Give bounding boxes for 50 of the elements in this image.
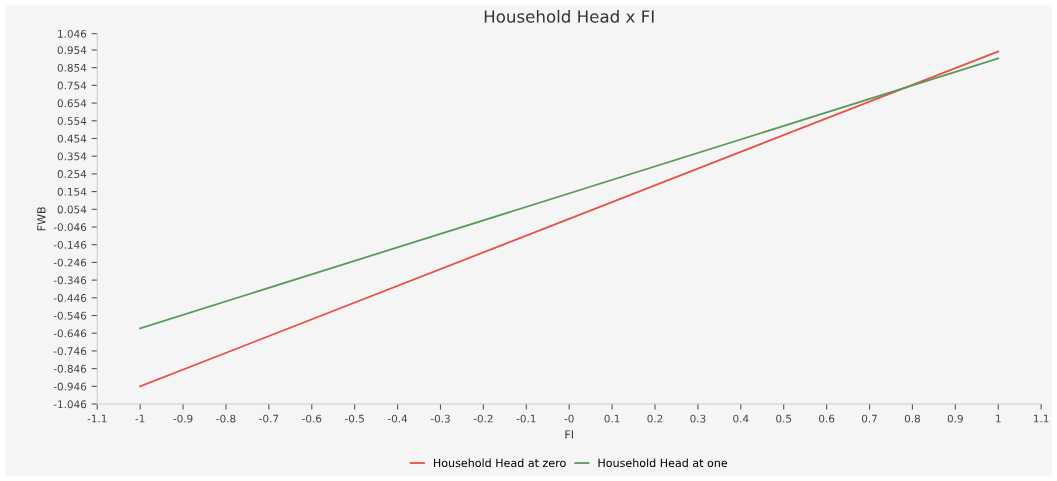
x-tick-label: -0.6 — [302, 414, 322, 423]
x-tick-label: 0.5 — [776, 414, 792, 423]
x-tick-label: 0.6 — [819, 414, 835, 423]
x-tick-label: -0.5 — [345, 414, 364, 423]
y-tick-label: -0.246 — [53, 258, 87, 267]
legend-label: Household Head at one — [598, 458, 728, 468]
y-tick-label: -0.746 — [53, 347, 87, 356]
x-axis-title: FI — [565, 430, 573, 439]
x-tick-label: -0.3 — [430, 414, 450, 423]
y-tick-label: -1.046 — [53, 400, 87, 409]
y-tick-label: -0.046 — [53, 223, 87, 232]
y-tick-label: 0.554 — [57, 117, 87, 125]
x-tick-label: -0.9 — [173, 414, 193, 423]
x-tick-label: -1.1 — [87, 414, 107, 423]
x-tick-label: -0.2 — [473, 414, 493, 423]
x-tick-label: 0.4 — [733, 414, 749, 423]
x-tick-label: 0.3 — [690, 414, 706, 423]
x-tick-label: -0 — [564, 414, 574, 423]
x-tick-label: 0.8 — [904, 414, 920, 423]
y-tick-label: 0.254 — [57, 170, 87, 178]
x-tick-label: 0.1 — [604, 414, 620, 423]
y-tick-label: -0.446 — [53, 294, 87, 302]
y-tick-label: 0.054 — [57, 205, 87, 214]
x-tick-label: 1 — [996, 414, 1001, 423]
y-tick-label: -0.546 — [53, 311, 87, 320]
y-tick-label: -0.146 — [53, 240, 87, 249]
y-tick-label: 0.754 — [57, 81, 87, 90]
x-tick-label: 0.2 — [647, 414, 663, 423]
y-tick-label: 0.854 — [57, 63, 87, 72]
y-tick-label: 1.046 — [58, 29, 87, 38]
x-tick-label: -1 — [135, 414, 145, 423]
y-tick-label: -0.846 — [53, 364, 87, 373]
x-tick-label: -0.1 — [516, 414, 536, 423]
y-tick-label: 0.654 — [57, 99, 87, 108]
y-tick-label: -0.646 — [53, 329, 87, 338]
x-tick-label: 0.7 — [861, 414, 877, 423]
y-tick-label: 0.454 — [57, 134, 87, 143]
y-tick-label: 0.354 — [57, 152, 87, 161]
chart-title: Household Head x FI — [484, 9, 654, 23]
y-tick-label: 0.154 — [57, 187, 87, 196]
y-tick-label: -0.946 — [53, 382, 87, 391]
legend-label: Household Head at zero — [433, 458, 566, 468]
y-axis-title: FWB — [37, 207, 46, 231]
y-tick-label: 0.954 — [57, 46, 87, 55]
x-tick-label: -0.7 — [259, 414, 279, 423]
x-tick-label: -0.4 — [387, 414, 408, 423]
x-tick-label: 0.9 — [947, 414, 963, 423]
y-tick-label: -0.346 — [53, 276, 87, 285]
x-tick-label: 1.1 — [1034, 414, 1049, 423]
x-tick-label: -0.8 — [216, 414, 236, 423]
